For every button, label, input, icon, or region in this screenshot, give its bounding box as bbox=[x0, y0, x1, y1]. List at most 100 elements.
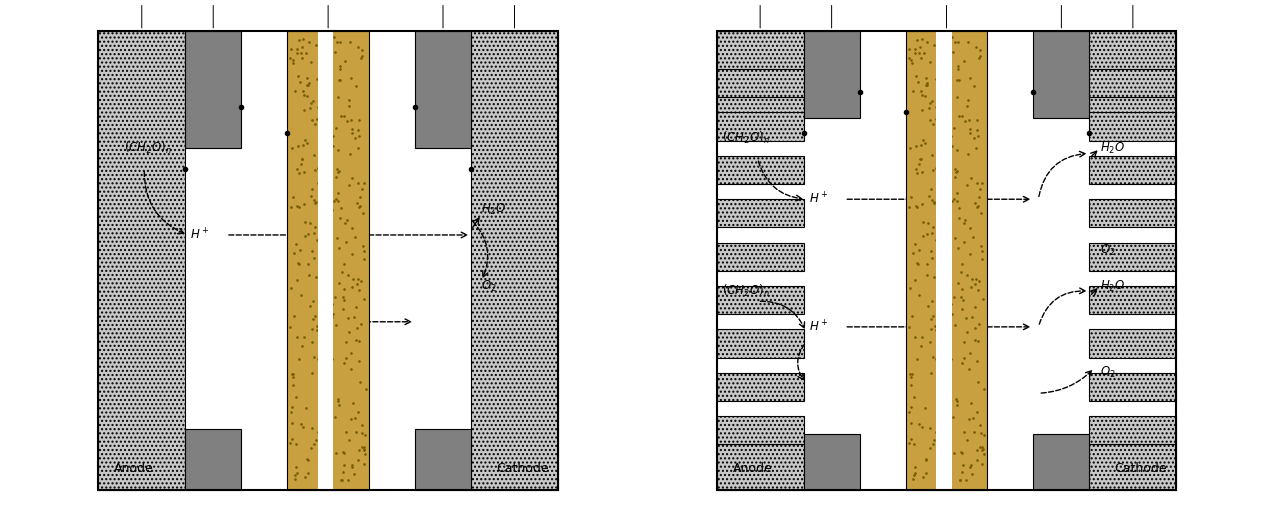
Bar bbox=[717, 113, 804, 141]
Point bbox=[953, 56, 973, 65]
Point bbox=[285, 86, 305, 95]
Point bbox=[925, 75, 945, 83]
Point bbox=[302, 338, 322, 346]
Point bbox=[974, 386, 994, 394]
Point bbox=[308, 458, 328, 466]
Point bbox=[294, 105, 314, 114]
Point bbox=[347, 324, 367, 332]
Point bbox=[328, 197, 348, 205]
Point bbox=[909, 420, 929, 428]
Point bbox=[967, 202, 987, 210]
Point bbox=[322, 423, 342, 431]
Point bbox=[938, 462, 958, 470]
Point bbox=[925, 115, 945, 123]
Point bbox=[284, 249, 304, 257]
Point bbox=[305, 198, 326, 206]
Point bbox=[940, 307, 960, 316]
Point bbox=[924, 436, 944, 444]
Point bbox=[353, 179, 374, 188]
Point bbox=[899, 439, 919, 447]
Point bbox=[926, 428, 946, 437]
Point bbox=[351, 421, 371, 429]
Point bbox=[302, 184, 322, 193]
Point bbox=[316, 447, 336, 455]
Point bbox=[935, 74, 955, 82]
Point bbox=[948, 62, 968, 70]
Point bbox=[954, 338, 974, 346]
Point bbox=[286, 45, 307, 54]
Point bbox=[305, 436, 326, 444]
Point bbox=[307, 75, 327, 83]
Point bbox=[926, 164, 946, 172]
Point bbox=[905, 463, 925, 471]
Point bbox=[307, 236, 327, 244]
Point bbox=[967, 179, 987, 187]
Point bbox=[909, 290, 929, 299]
Point bbox=[292, 43, 312, 51]
Point bbox=[949, 204, 969, 213]
Point bbox=[953, 449, 973, 457]
Point bbox=[304, 312, 324, 320]
Point bbox=[338, 181, 358, 189]
Point bbox=[926, 326, 946, 334]
Point bbox=[297, 139, 317, 147]
Point bbox=[342, 463, 362, 471]
Point bbox=[333, 111, 353, 120]
Point bbox=[353, 208, 374, 217]
Point bbox=[946, 146, 967, 154]
Point bbox=[920, 184, 940, 193]
Point bbox=[329, 167, 350, 176]
Point bbox=[906, 259, 926, 267]
Point bbox=[948, 38, 968, 46]
Point bbox=[923, 440, 943, 449]
Point bbox=[962, 399, 982, 407]
Point bbox=[352, 52, 372, 60]
Point bbox=[337, 216, 357, 224]
Point bbox=[962, 313, 982, 321]
Bar bbox=[1089, 31, 1176, 118]
Point bbox=[297, 92, 317, 100]
Point bbox=[967, 115, 987, 123]
Point bbox=[960, 282, 981, 291]
Point bbox=[973, 444, 993, 453]
Point bbox=[323, 142, 343, 150]
Point bbox=[940, 300, 960, 308]
Point bbox=[921, 297, 941, 306]
Point bbox=[293, 35, 313, 43]
Bar bbox=[1089, 329, 1176, 357]
Point bbox=[900, 203, 920, 212]
Point bbox=[925, 236, 945, 244]
Point bbox=[329, 244, 350, 252]
Point bbox=[957, 181, 977, 189]
Point bbox=[939, 219, 959, 227]
Point bbox=[310, 358, 331, 366]
Point bbox=[286, 469, 307, 477]
Point bbox=[911, 423, 931, 431]
Point bbox=[964, 428, 984, 436]
Point bbox=[312, 306, 332, 315]
Point bbox=[308, 355, 328, 364]
Point bbox=[318, 313, 338, 321]
Point bbox=[943, 33, 963, 42]
Point bbox=[924, 199, 944, 207]
Point bbox=[313, 437, 333, 445]
Point bbox=[965, 279, 986, 288]
Point bbox=[339, 96, 360, 105]
Point bbox=[304, 120, 324, 128]
Bar bbox=[186, 429, 241, 490]
Point bbox=[901, 380, 921, 389]
Point bbox=[928, 232, 948, 241]
Point bbox=[289, 168, 309, 177]
Point bbox=[288, 142, 308, 150]
Point bbox=[347, 279, 367, 288]
Point bbox=[289, 354, 309, 363]
Point bbox=[957, 270, 977, 279]
Point bbox=[304, 229, 324, 237]
Point bbox=[963, 233, 983, 241]
Point bbox=[290, 49, 310, 57]
Point bbox=[938, 95, 958, 104]
Point bbox=[338, 270, 358, 279]
Point bbox=[905, 240, 925, 249]
Point bbox=[286, 240, 307, 249]
Point bbox=[917, 79, 938, 87]
